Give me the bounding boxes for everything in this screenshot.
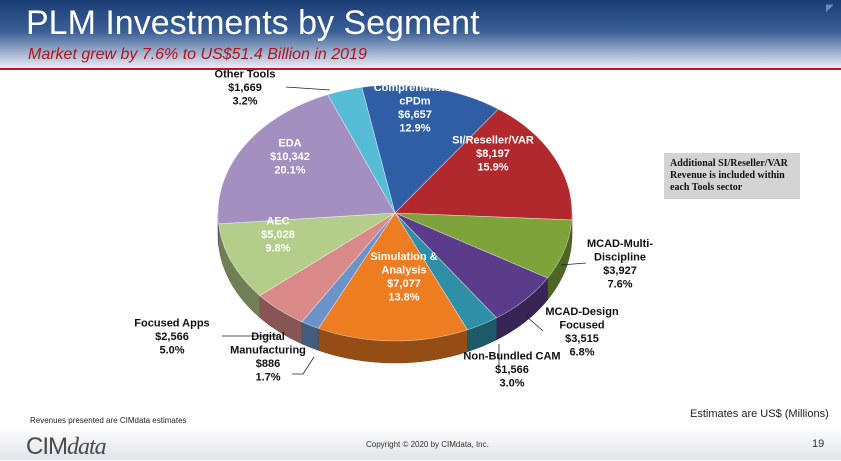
slice-name: Digital — [251, 331, 285, 343]
slice-name: Comprehensive — [374, 82, 457, 94]
slice-percent: 3.0% — [499, 378, 524, 390]
slice-label: Non-Bundled CAM$1,566 3.0% — [463, 351, 560, 390]
slice-name: Non-Bundled CAM — [463, 351, 560, 363]
slice-value: $1,566 — [495, 364, 529, 376]
slice-name: Manufacturing — [230, 344, 306, 356]
slice-label: Focused Apps$2,566 5.0% — [134, 318, 209, 357]
units-note: Estimates are US$ (Millions) — [690, 408, 829, 420]
slice-percent: 5.0% — [159, 345, 184, 357]
slice-name: Other Tools — [215, 69, 276, 81]
slice-name: EDA — [278, 138, 301, 150]
note-line: each Tools sector — [670, 182, 794, 194]
slice-value: $10,342 — [270, 151, 310, 163]
slice-value: $1,669 — [228, 82, 262, 94]
slice-value: $7,077 — [387, 278, 421, 290]
slice-name: Discipline — [594, 251, 646, 263]
slice-name: MCAD-Multi- — [587, 238, 653, 250]
slice-percent: 6.8% — [569, 346, 594, 358]
slice-value: $2,566 — [155, 331, 189, 343]
leader-line — [526, 316, 543, 331]
leader-line — [292, 357, 314, 374]
slice-name: SI/Reseller/VAR — [452, 135, 534, 147]
page-number: 19 — [812, 438, 824, 450]
slice-percent: 3.2% — [232, 96, 257, 108]
slice-name: Simulation & — [370, 251, 437, 263]
note-line: Additional SI/Reseller/VAR — [670, 158, 794, 170]
slice-name: Analysis — [381, 264, 426, 276]
note-line: Revenue is included within — [670, 170, 794, 182]
slice-name: Focused — [559, 319, 604, 331]
slice-name: MCAD-Design — [545, 306, 619, 318]
slice-percent: 9.8% — [265, 243, 290, 255]
slice-value: $8,197 — [476, 148, 510, 160]
reseller-note: Additional SI/Reseller/VAR Revenue is in… — [664, 153, 800, 199]
slice-name: cPDm — [399, 95, 430, 107]
logo-text: data — [67, 434, 106, 460]
slice-value: $886 — [256, 358, 280, 370]
slice-value: $3,515 — [565, 333, 599, 345]
slice-percent: 15.9% — [477, 162, 508, 174]
slice-percent: 20.1% — [274, 165, 305, 177]
slice-value: $5,028 — [261, 229, 295, 241]
slice-percent: 7.6% — [607, 278, 632, 290]
copyright-text: Copyright © 2020 by CIMdata, Inc. — [366, 440, 489, 449]
cimdata-logo: CIMdata — [26, 433, 106, 461]
slice-label: Other Tools$1,669 3.2% — [215, 69, 276, 108]
logo-text: CIM — [26, 433, 67, 460]
slice-value: $6,657 — [398, 109, 432, 121]
leader-line — [286, 87, 330, 90]
slice-name: AEC — [266, 216, 289, 228]
slice-value: $3,927 — [603, 265, 637, 277]
slice-percent: 13.8% — [388, 291, 419, 303]
slice-name: Focused Apps — [134, 318, 209, 330]
revenue-note: Revenues presented are CIMdata estimates — [30, 416, 187, 425]
slice-percent: 1.7% — [255, 371, 280, 383]
slice-percent: 12.9% — [399, 122, 430, 134]
